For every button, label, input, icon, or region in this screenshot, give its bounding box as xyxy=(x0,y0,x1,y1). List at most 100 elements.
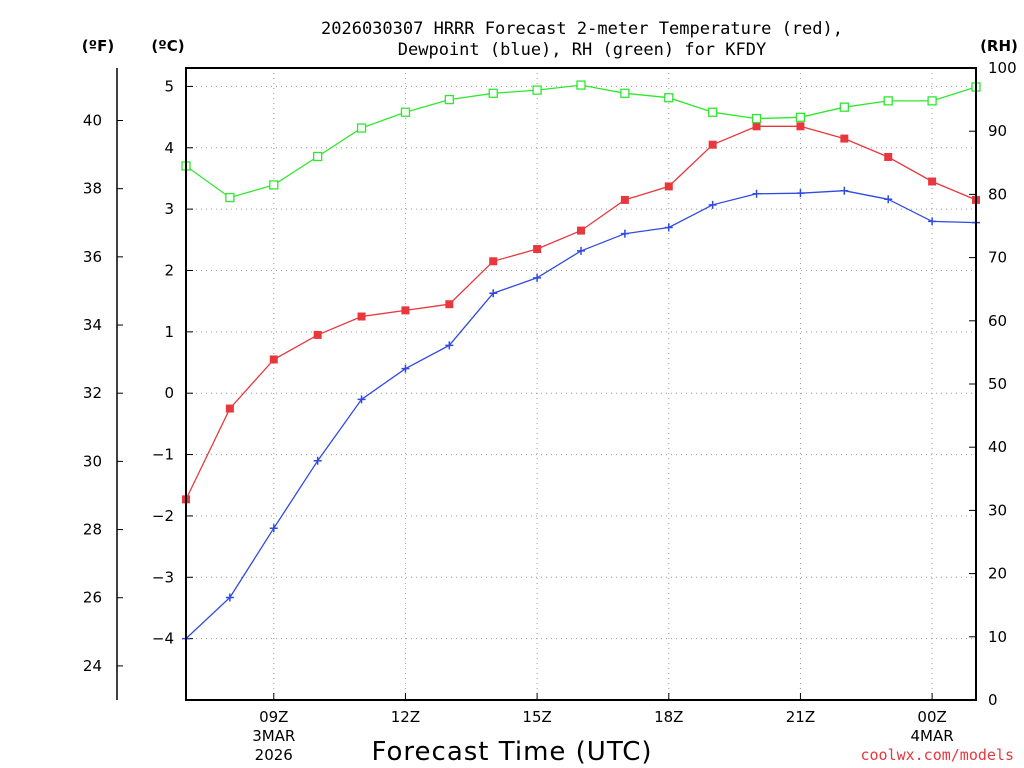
temperature-point-13 xyxy=(752,122,761,131)
temperature-point-6 xyxy=(445,300,454,309)
celsius-tick-label-8: 4 xyxy=(164,139,174,157)
fahrenheit-unit-label: (ºF) xyxy=(82,37,114,55)
x-tick-label-1: 12Z xyxy=(391,708,420,726)
dewpoint-point-5 xyxy=(401,364,410,373)
rh-tick-label-9: 90 xyxy=(988,122,1007,140)
fahrenheit-tick-label-8: 40 xyxy=(83,111,102,129)
x-axis-label: Forecast Time (UTC) xyxy=(371,737,652,767)
temperature-point-5 xyxy=(401,306,410,315)
rh-point-16 xyxy=(883,96,893,106)
dewpoint-point-7 xyxy=(489,289,498,298)
temperature-point-16 xyxy=(884,152,893,161)
celsius-tick-label-6: 2 xyxy=(164,261,174,279)
dewpoint-point-15 xyxy=(840,186,849,195)
rh-tick-label-10: 100 xyxy=(988,59,1017,77)
dewpoint-line xyxy=(185,190,977,640)
celsius-tick-label-1: −3 xyxy=(152,568,174,586)
fahrenheit-tick-label-4: 32 xyxy=(83,384,102,402)
dewpoint-point-4 xyxy=(357,395,366,404)
rh-line xyxy=(185,84,977,199)
celsius-tick-label-0: −4 xyxy=(152,630,174,648)
dewpoint-point-3 xyxy=(313,456,322,465)
temperature-point-14 xyxy=(796,122,805,131)
temperature-point-3 xyxy=(313,330,322,339)
celsius-tick-label-5: 1 xyxy=(164,323,174,341)
rh-point-1 xyxy=(225,192,235,203)
rh-point-17 xyxy=(927,96,937,106)
credit-text: coolwx.com/models xyxy=(860,746,1014,764)
temperature-line xyxy=(185,125,977,500)
fahrenheit-tick-label-1: 26 xyxy=(83,589,102,607)
temperature-point-10 xyxy=(620,195,629,204)
dewpoint-point-16 xyxy=(884,195,893,204)
temperature-point-8 xyxy=(533,245,542,254)
rh-point-10 xyxy=(620,88,630,98)
rh-axis: 0 10 20 30 40 50 60 70 80 90 100 xyxy=(969,59,1017,709)
temperature-point-2 xyxy=(269,355,278,364)
fahrenheit-tick-label-0: 24 xyxy=(83,657,102,675)
dewpoint-point-14 xyxy=(796,189,805,198)
fahrenheit-tick-label-2: 28 xyxy=(83,521,102,539)
temperature-point-11 xyxy=(664,182,673,191)
rh-series xyxy=(181,80,981,203)
fahrenheit-tick-label-5: 34 xyxy=(83,316,102,334)
rh-point-11 xyxy=(664,93,674,103)
x-tick-label-4: 21Z xyxy=(786,708,815,726)
rh-tick-label-0: 0 xyxy=(988,691,998,709)
rh-point-15 xyxy=(839,102,849,112)
x-tick-date-0: 3MAR xyxy=(252,727,295,745)
temperature-point-1 xyxy=(225,404,234,413)
x-tick-label-2: 15Z xyxy=(522,708,551,726)
fahrenheit-tick-label-6: 36 xyxy=(83,248,102,266)
celsius-tick-label-4: 0 xyxy=(164,384,174,402)
x-tick-label-5: 00Z xyxy=(917,708,946,726)
rh-point-13 xyxy=(751,113,762,124)
celsius-axis: −4 −3 −2 −1 0 1 2 3 4 5 xyxy=(152,77,193,648)
rh-point-6 xyxy=(444,94,454,105)
grid-lines xyxy=(186,68,976,700)
dewpoint-point-6 xyxy=(445,341,454,350)
rh-point-7 xyxy=(488,88,498,98)
series-group xyxy=(181,80,981,643)
rh-tick-label-8: 80 xyxy=(988,185,1007,203)
rh-point-14 xyxy=(795,112,806,122)
x-tick-year-0: 2026 xyxy=(255,746,293,764)
rh-tick-label-6: 60 xyxy=(988,312,1007,330)
rh-tick-label-3: 30 xyxy=(988,501,1007,519)
dewpoint-point-9 xyxy=(577,246,585,255)
fahrenheit-axis: 24 26 28 30 32 34 36 38 40 xyxy=(83,111,123,675)
celsius-tick-label-3: −1 xyxy=(152,446,174,464)
celsius-tick-label-9: 5 xyxy=(164,77,174,95)
rh-point-8 xyxy=(532,85,542,95)
rh-point-2 xyxy=(269,180,279,190)
temperature-point-9 xyxy=(577,226,585,235)
rh-tick-label-4: 40 xyxy=(988,438,1007,456)
rh-point-5 xyxy=(400,107,411,117)
dewpoint-point-17 xyxy=(928,217,937,226)
rh-tick-label-1: 10 xyxy=(988,628,1007,646)
rh-point-3 xyxy=(313,151,323,162)
x-tick-label-3: 18Z xyxy=(654,708,683,726)
rh-point-4 xyxy=(356,123,367,133)
rh-tick-label-5: 50 xyxy=(988,375,1007,393)
celsius-tick-label-2: −2 xyxy=(152,507,174,525)
dewpoint-point-13 xyxy=(752,189,761,198)
rh-tick-label-2: 20 xyxy=(988,565,1007,583)
temperature-point-15 xyxy=(840,134,849,143)
dewpoint-point-2 xyxy=(269,524,278,533)
x-tick-date-5: 4MAR xyxy=(911,727,954,745)
rh-point-12 xyxy=(708,107,718,117)
plot-frame xyxy=(185,67,977,701)
temperature-point-4 xyxy=(357,312,366,321)
fahrenheit-tick-label-3: 30 xyxy=(83,452,102,470)
dewpoint-point-8 xyxy=(533,273,542,282)
temperature-series xyxy=(182,122,980,504)
rh-tick-label-7: 70 xyxy=(988,249,1007,267)
rh-unit-label: (RH) xyxy=(980,37,1018,55)
rh-point-9 xyxy=(576,80,586,90)
temperature-point-17 xyxy=(928,177,937,186)
temperature-point-7 xyxy=(489,257,498,266)
x-tick-label-0: 09Z xyxy=(259,708,288,726)
